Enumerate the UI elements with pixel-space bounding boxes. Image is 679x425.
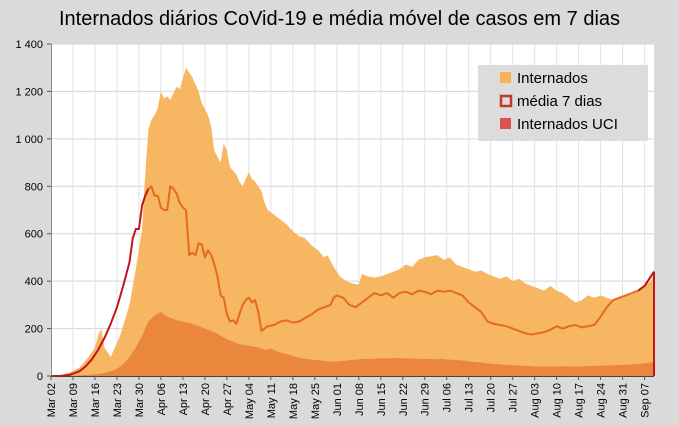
x-tick-label: May 18 (288, 383, 300, 419)
x-tick-label: Mar 30 (134, 383, 146, 417)
x-tick-label: Aug 31 (618, 383, 630, 418)
x-tick-label: Jul 27 (508, 383, 520, 412)
x-tick-label: Aug 24 (596, 383, 608, 418)
series-area-internados-uci (51, 312, 654, 376)
x-tick-label: Aug 10 (552, 383, 564, 418)
x-tick-label: Apr 20 (200, 383, 212, 415)
x-tick-label: Jul 13 (464, 383, 476, 412)
series-line-media-7-dias-late (637, 271, 655, 292)
x-tick-label: Jun 29 (420, 383, 432, 416)
series-line-media-7-dias-early (51, 188, 150, 377)
x-tick-label: Jul 06 (442, 383, 454, 412)
x-tick-label: Jun 15 (376, 383, 388, 416)
series-area-internados (51, 67, 654, 376)
x-tick-label: May 04 (244, 383, 256, 419)
x-tick-label: Apr 27 (222, 383, 234, 415)
x-tick-label: Sep 07 (640, 383, 652, 418)
series-line-media-7-dias (147, 185, 655, 336)
y-tick-label: 600 (25, 229, 43, 241)
legend: Internados média 7 dias Internados UCI (478, 65, 648, 141)
x-tick-label: Jul 20 (486, 383, 498, 412)
x-tick-label: Aug 03 (530, 383, 542, 418)
legend-label-internados: Internados (517, 70, 588, 87)
x-tick-label: May 25 (310, 383, 322, 419)
y-axis-ticks: 0 200 400 600 800 1 000 1 200 1 400 (15, 39, 51, 383)
y-tick-label: 1 400 (15, 39, 43, 51)
y-tick-label: 1 200 (15, 86, 43, 98)
y-tick-label: 1 000 (15, 134, 43, 146)
x-tick-label: Apr 06 (156, 383, 168, 415)
x-tick-label: Mar 16 (90, 383, 102, 417)
y-tick-label: 400 (25, 276, 43, 288)
x-tick-label: Mar 23 (112, 383, 124, 417)
x-tick-label: Jun 01 (332, 383, 344, 416)
x-tick-label: Apr 13 (178, 383, 190, 415)
series-layer (51, 67, 655, 377)
x-tick-label: Mar 02 (46, 383, 58, 417)
x-tick-label: May 11 (266, 383, 278, 418)
y-tick-label: 800 (25, 181, 43, 193)
chart-title: Internados diários CoVid-19 e média móve… (58, 8, 621, 30)
legend-label-media: média 7 dias (517, 93, 602, 110)
legend-swatch-media (499, 94, 513, 108)
x-tick-label: Jun 22 (398, 383, 410, 416)
x-tick-label: Mar 09 (68, 383, 80, 417)
legend-swatch-internados (500, 72, 511, 83)
x-tick-label: Aug 17 (574, 383, 586, 418)
y-tick-label: 200 (25, 324, 43, 336)
x-axis-ticks: Mar 02 Mar 09 Mar 16 Mar 23 Mar 30 Apr 06 Apr … (46, 376, 652, 419)
legend-swatch-uci (500, 118, 511, 129)
y-tick-label: 0 (37, 371, 43, 383)
legend-label-uci: Internados UCI (517, 116, 618, 133)
x-tick-label: Jun 08 (354, 383, 366, 416)
